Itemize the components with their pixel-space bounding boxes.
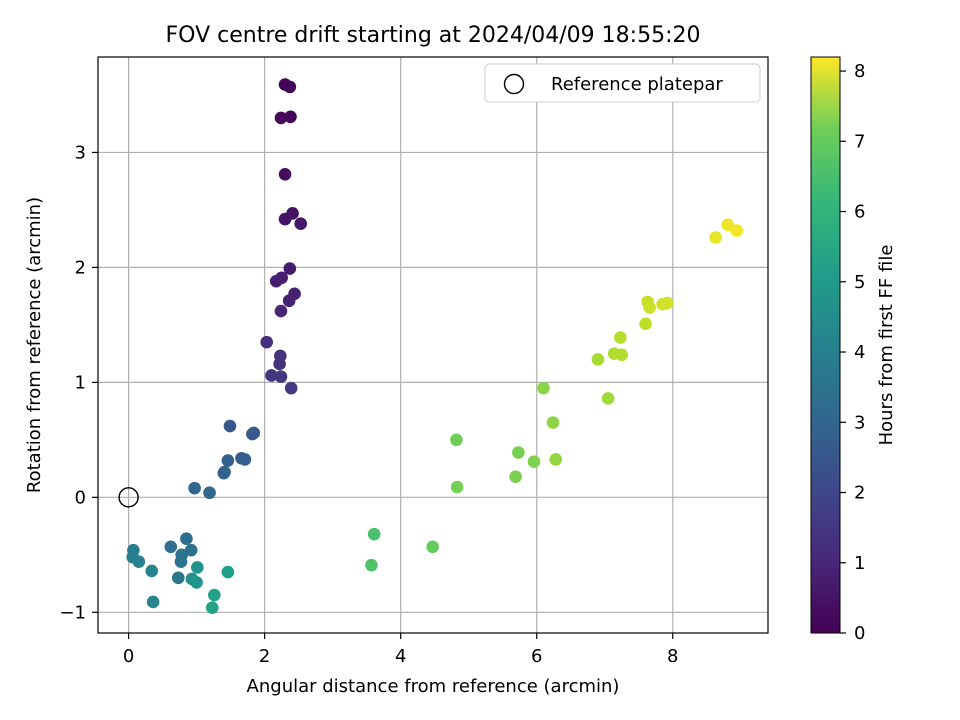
data-point [282,294,296,308]
data-point [284,381,298,395]
data-point [284,110,297,124]
data-point [174,555,188,569]
data-point [601,392,615,405]
y-axis-label: Rotation from reference (arcmin) [24,197,45,493]
colorbar: 0 1 2 3 4 5 6 7 8 Hours from first FF file [810,56,897,644]
y-axis-ticks: −1 0 1 2 3 [59,142,98,623]
data-point [274,304,288,318]
data-point [537,381,550,395]
y-tick-label: 0 [75,487,86,508]
data-point [208,588,221,602]
data-point [164,540,178,554]
data-point [283,80,297,94]
data-point [527,455,541,468]
data-point [221,565,235,579]
data-point [171,571,185,585]
data-point [146,595,160,609]
data-point [274,111,288,125]
data-point [221,454,235,467]
data-point [238,453,252,466]
legend-label-reference-platepar: Reference platepar [551,74,723,95]
x-axis-ticks: 0 2 4 6 8 [123,633,678,667]
data-point [639,317,652,331]
data-point [205,601,219,615]
data-point [188,481,201,495]
y-tick-label: 1 [75,372,86,393]
colorbar-ticks: 0 1 2 3 4 5 6 7 8 [840,61,865,644]
reference-marker-layer [118,487,139,508]
data-point [273,357,286,371]
data-point [367,527,381,541]
data-point [426,540,439,554]
data-point [512,446,525,459]
data-point [265,369,278,382]
data-point [190,576,203,589]
colorbar-label: Hours from first FF file [876,245,897,446]
colorbar-tick-label: 7 [854,131,865,152]
data-point [730,224,744,237]
data-point [365,558,378,572]
colorbar-tick-label: 0 [854,623,865,644]
data-point [661,296,674,310]
colorbar-tick-label: 2 [854,483,865,504]
data-points [126,78,744,615]
data-point [274,370,288,383]
data-point [591,353,605,366]
data-point [203,486,216,500]
data-point [509,470,522,483]
chart-title: FOV centre drift starting at 2024/04/09 … [166,23,701,48]
legend-reference-marker [503,73,525,95]
data-point [450,433,463,447]
y-tick-label: 2 [75,257,86,278]
colorbar-tick-label: 1 [854,553,865,574]
colorbar-tick-label: 5 [854,272,865,293]
data-point [180,532,193,546]
reference-platepar-marker [118,487,139,508]
data-point [615,348,629,362]
data-point [191,561,204,574]
x-tick-label: 6 [531,646,542,667]
plot-frame [97,56,769,634]
data-point [278,167,292,181]
data-point [145,564,159,578]
data-point [269,274,283,288]
x-tick-label: 4 [395,646,406,667]
data-point [709,231,722,244]
data-point [217,466,231,480]
data-point [283,262,297,275]
x-tick-label: 0 [123,646,134,667]
x-tick-label: 2 [259,646,270,667]
colorbar-tick-label: 6 [854,202,865,223]
data-point [132,555,146,569]
colorbar-tick-label: 4 [854,342,865,363]
legend: Reference platepar [484,63,761,103]
data-point [546,416,560,429]
data-point [184,543,198,557]
data-point [278,212,292,226]
data-point [549,453,563,466]
y-tick-label: −1 [59,602,86,623]
data-point [246,427,259,441]
data-point [260,335,273,349]
colorbar-tick-label: 3 [854,412,865,433]
y-tick-label: 3 [75,142,86,163]
colorbar-tick-label: 8 [854,61,865,82]
legend-box [484,63,761,103]
data-point [294,217,308,231]
data-point [643,301,656,314]
data-point [614,331,627,344]
colorbar-gradient [810,56,841,634]
x-tick-label: 8 [667,646,678,667]
data-point [450,480,464,494]
x-axis-label: Angular distance from reference (arcmin) [247,676,620,697]
data-point [223,419,237,433]
